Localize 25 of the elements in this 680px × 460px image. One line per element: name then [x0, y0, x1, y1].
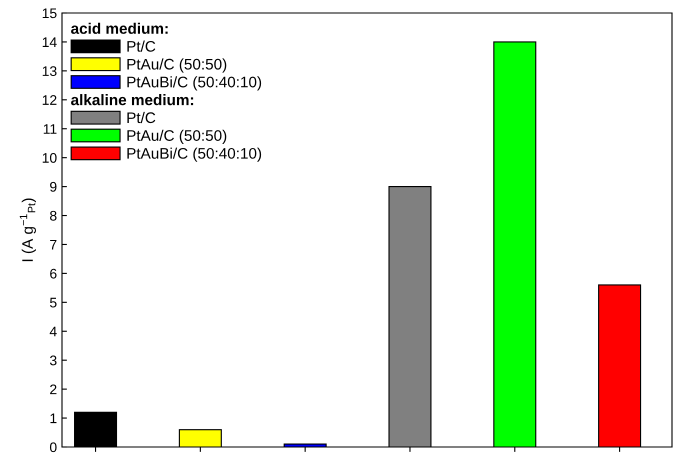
y-tick-label: 7 — [50, 240, 56, 250]
legend-label: PtAu/C (50:50) — [127, 130, 226, 144]
y-tick-label: 11 — [44, 124, 56, 134]
y-tick-label: 6 — [50, 268, 57, 279]
y-tick-label: 1 — [50, 414, 56, 424]
legend-label: Pt/C — [127, 40, 156, 52]
text: acid medium: — [71, 22, 168, 34]
legend-label: Pt/C — [127, 112, 156, 124]
y-tick-label: 8 — [50, 210, 57, 221]
y-tick-label: 2 — [50, 384, 56, 394]
legend-label: PtAu/C (50:50) — [127, 58, 226, 73]
y-tick-label: 3 — [50, 356, 57, 366]
y-tick-label: 10 — [42, 153, 57, 163]
y-tick-label: 15 — [42, 8, 57, 18]
y-tick-label: 12 — [42, 95, 56, 105]
legend-label: PtAuBi/C (50:40:10) — [127, 148, 262, 162]
y-tick-label: 4 — [50, 326, 57, 336]
y-tick-label: 13 — [42, 66, 57, 76]
y-axis-title: I (A g$^{−1}$$_{Pt}$) — [20, 198, 36, 262]
y-tick-label: 5 — [50, 298, 57, 308]
text: alkaline medium: — [71, 94, 194, 106]
y-tick-label: 9 — [50, 182, 56, 192]
y-tick-label: 0 — [50, 442, 57, 452]
legend-label: PtAuBi/C (50:40:10) — [127, 76, 262, 90]
y-tick-label: 14 — [42, 37, 57, 47]
